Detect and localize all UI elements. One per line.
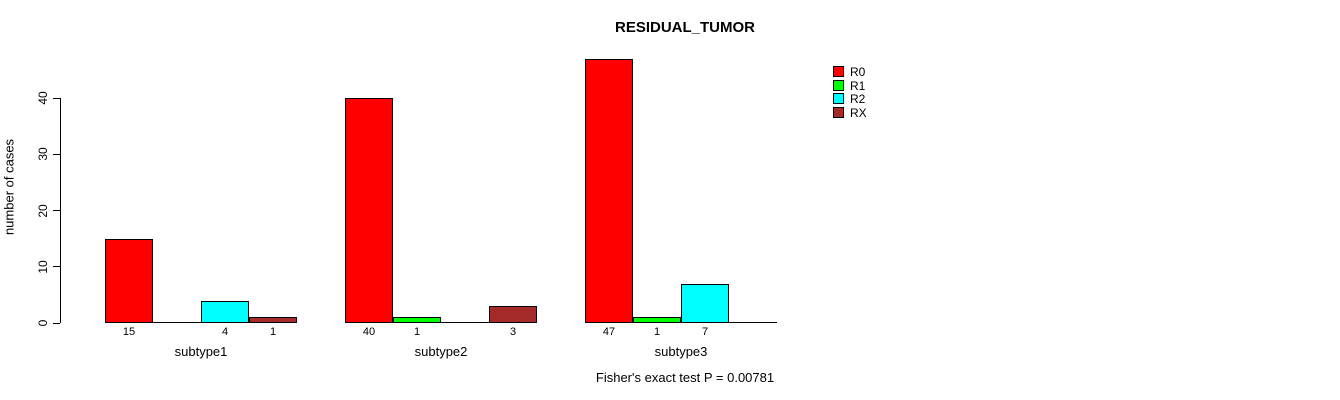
legend-swatch-R1 [833, 79, 844, 91]
bar-subtype2-RX [489, 306, 537, 323]
bar-subtype2-R2-zero [441, 322, 489, 323]
bar-value-label: 7 [701, 326, 709, 338]
x-axis-category-label: subtype1 [174, 344, 228, 359]
y-axis-tick-label: 20 [36, 203, 50, 218]
bar-value-label: 1 [269, 326, 277, 338]
legend-label: RX [850, 105, 867, 120]
legend-item-R0: R0 [833, 65, 913, 79]
y-axis-tick-label: 0 [36, 319, 50, 327]
legend-item-RX: RX [833, 105, 913, 120]
bar-subtype1-R1-zero [153, 322, 201, 323]
y-axis-tick-label: 10 [36, 260, 50, 274]
legend-label: R1 [850, 78, 866, 93]
bar-subtype2-R1 [393, 317, 441, 323]
bar-value-label: 3 [509, 326, 517, 338]
y-axis-title: number of cases [1, 138, 17, 236]
legend-label: R0 [850, 65, 866, 79]
y-axis-tick [53, 153, 60, 155]
chart-title: RESIDUAL_TUMOR [614, 19, 756, 36]
legend-item-R1: R1 [833, 78, 913, 93]
bar-subtype3-R1 [633, 317, 681, 323]
legend-item-R2: R2 [833, 92, 913, 106]
bar-subtype3-R0 [585, 58, 633, 323]
bar-value-label: 1 [413, 326, 421, 338]
legend-swatch-R2 [833, 93, 844, 104]
bar-value-label: 4 [221, 326, 229, 338]
y-axis-tick-label: 30 [36, 147, 50, 161]
y-axis-line [60, 98, 61, 323]
legend-label: R2 [850, 92, 866, 106]
legend-swatch-RX [833, 106, 844, 118]
y-axis-tick [53, 322, 60, 324]
bar-value-label: 15 [122, 326, 136, 338]
fisher-test-caption: Fisher's exact test P = 0.00781 [595, 370, 775, 385]
bar-value-label: 1 [653, 326, 661, 338]
y-axis-tick-label: 40 [36, 91, 50, 105]
bar-subtype1-R2 [201, 300, 249, 323]
bar-value-label: 47 [602, 326, 616, 338]
legend-swatch-R0 [833, 66, 844, 77]
x-axis-category-label: subtype3 [654, 344, 708, 359]
bar-subtype3-RX-zero [729, 322, 777, 323]
x-axis-category-label: subtype2 [414, 344, 468, 359]
y-axis-tick [53, 210, 60, 211]
bar-value-label: 40 [362, 326, 376, 338]
bar-subtype1-RX [249, 317, 297, 323]
y-axis-tick [53, 97, 60, 99]
y-axis-tick [53, 266, 60, 268]
bar-subtype3-R2 [681, 283, 729, 323]
bar-subtype2-R0 [345, 98, 393, 323]
bar-subtype1-R0 [105, 238, 153, 323]
legend: R0 R1 R2 RX [833, 65, 913, 121]
